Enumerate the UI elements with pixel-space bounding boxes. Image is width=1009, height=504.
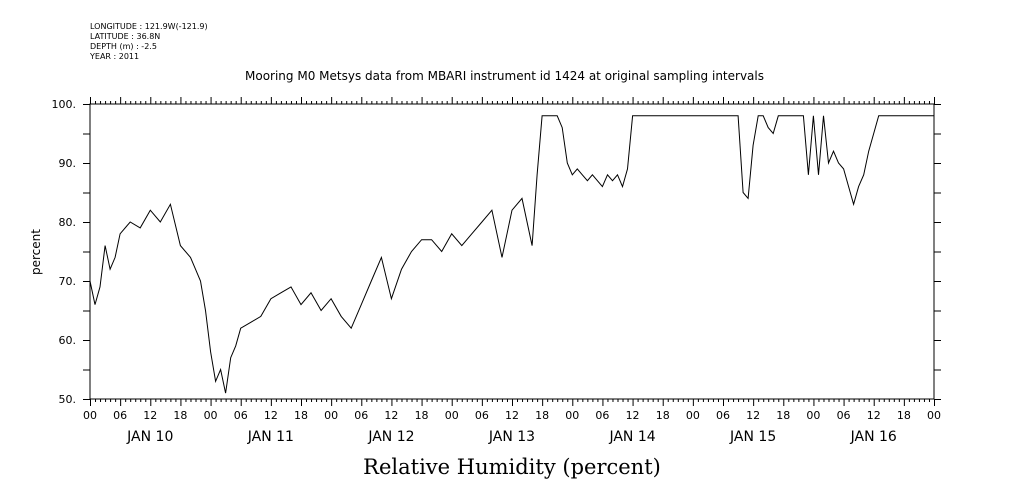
y-tick-label: 100. — [52, 98, 77, 111]
x-tick-label: 00 — [324, 409, 338, 422]
y-tick-label: 50. — [59, 393, 77, 406]
y-tick-label: 60. — [59, 334, 77, 347]
x-tick-label: 06 — [234, 409, 248, 422]
day-label: JAN 10 — [126, 429, 173, 445]
x-tick-label: 06 — [595, 409, 609, 422]
x-tick-label: 12 — [746, 409, 760, 422]
x-tick-label: 06 — [475, 409, 489, 422]
x-tick-label: 00 — [806, 409, 820, 422]
day-label: JAN 14 — [608, 429, 655, 445]
x-tick-label: 00 — [83, 409, 97, 422]
x-axis-label: Relative Humidity (percent) — [363, 455, 661, 479]
x-tick-label: 18 — [173, 409, 187, 422]
x-tick-label: 00 — [686, 409, 700, 422]
x-tick-label: 12 — [143, 409, 157, 422]
chart-title: Mooring M0 Metsys data from MBARI instru… — [245, 69, 764, 83]
y-tick-label: 80. — [59, 216, 77, 229]
x-tick-labels: 00 06 12 18 00 06 12 18 00 06 12 18 00 06 12 18 00 06 12 18… — [83, 409, 941, 422]
x-tick-label: 00 — [927, 409, 941, 422]
meta-longitude: LONGITUDE : 121.9W(-121.9) — [90, 22, 208, 31]
x-tick-label: 06 — [716, 409, 730, 422]
x-tick-label: 12 — [626, 409, 640, 422]
x-tick-label: 18 — [535, 409, 549, 422]
y-tick-labels: 50. 60. 70. 80. 90. 100. — [52, 98, 77, 406]
plot-frame — [89, 103, 935, 400]
humidity-series-line — [89, 115, 934, 394]
x-tick-label: 18 — [897, 409, 911, 422]
x-tick-label: 00 — [204, 409, 218, 422]
x-tick-label: 06 — [113, 409, 127, 422]
day-label: JAN 16 — [850, 429, 897, 445]
x-tick-label: 18 — [415, 409, 429, 422]
x-tick-label: 00 — [445, 409, 459, 422]
day-label: JAN 11 — [247, 429, 294, 445]
day-label: JAN 13 — [488, 429, 535, 445]
day-label: JAN 15 — [729, 429, 776, 445]
y-tick-label: 90. — [59, 157, 77, 170]
x-tick-label: 12 — [264, 409, 278, 422]
meta-depth: DEPTH (m) : -2.5 — [90, 42, 157, 51]
x-tick-label: 18 — [656, 409, 670, 422]
x-tick-label: 18 — [294, 409, 308, 422]
x-tick-label: 06 — [354, 409, 368, 422]
x-tick-label: 12 — [384, 409, 398, 422]
meta-year: YEAR : 2011 — [90, 52, 140, 61]
y-tick-label: 70. — [59, 275, 77, 288]
meta-latitude: LATITUDE : 36.8N — [90, 32, 161, 41]
x-tick-label: 00 — [565, 409, 579, 422]
x-tick-label: 12 — [867, 409, 881, 422]
day-labels: JAN 10 JAN 11 JAN 12 JAN 13 JAN 14 JAN 15 JAN … — [126, 429, 897, 445]
x-tick-label: 18 — [776, 409, 790, 422]
x-tick-label: 12 — [505, 409, 519, 422]
day-label: JAN 12 — [367, 429, 414, 445]
x-tick-label: 06 — [837, 409, 851, 422]
